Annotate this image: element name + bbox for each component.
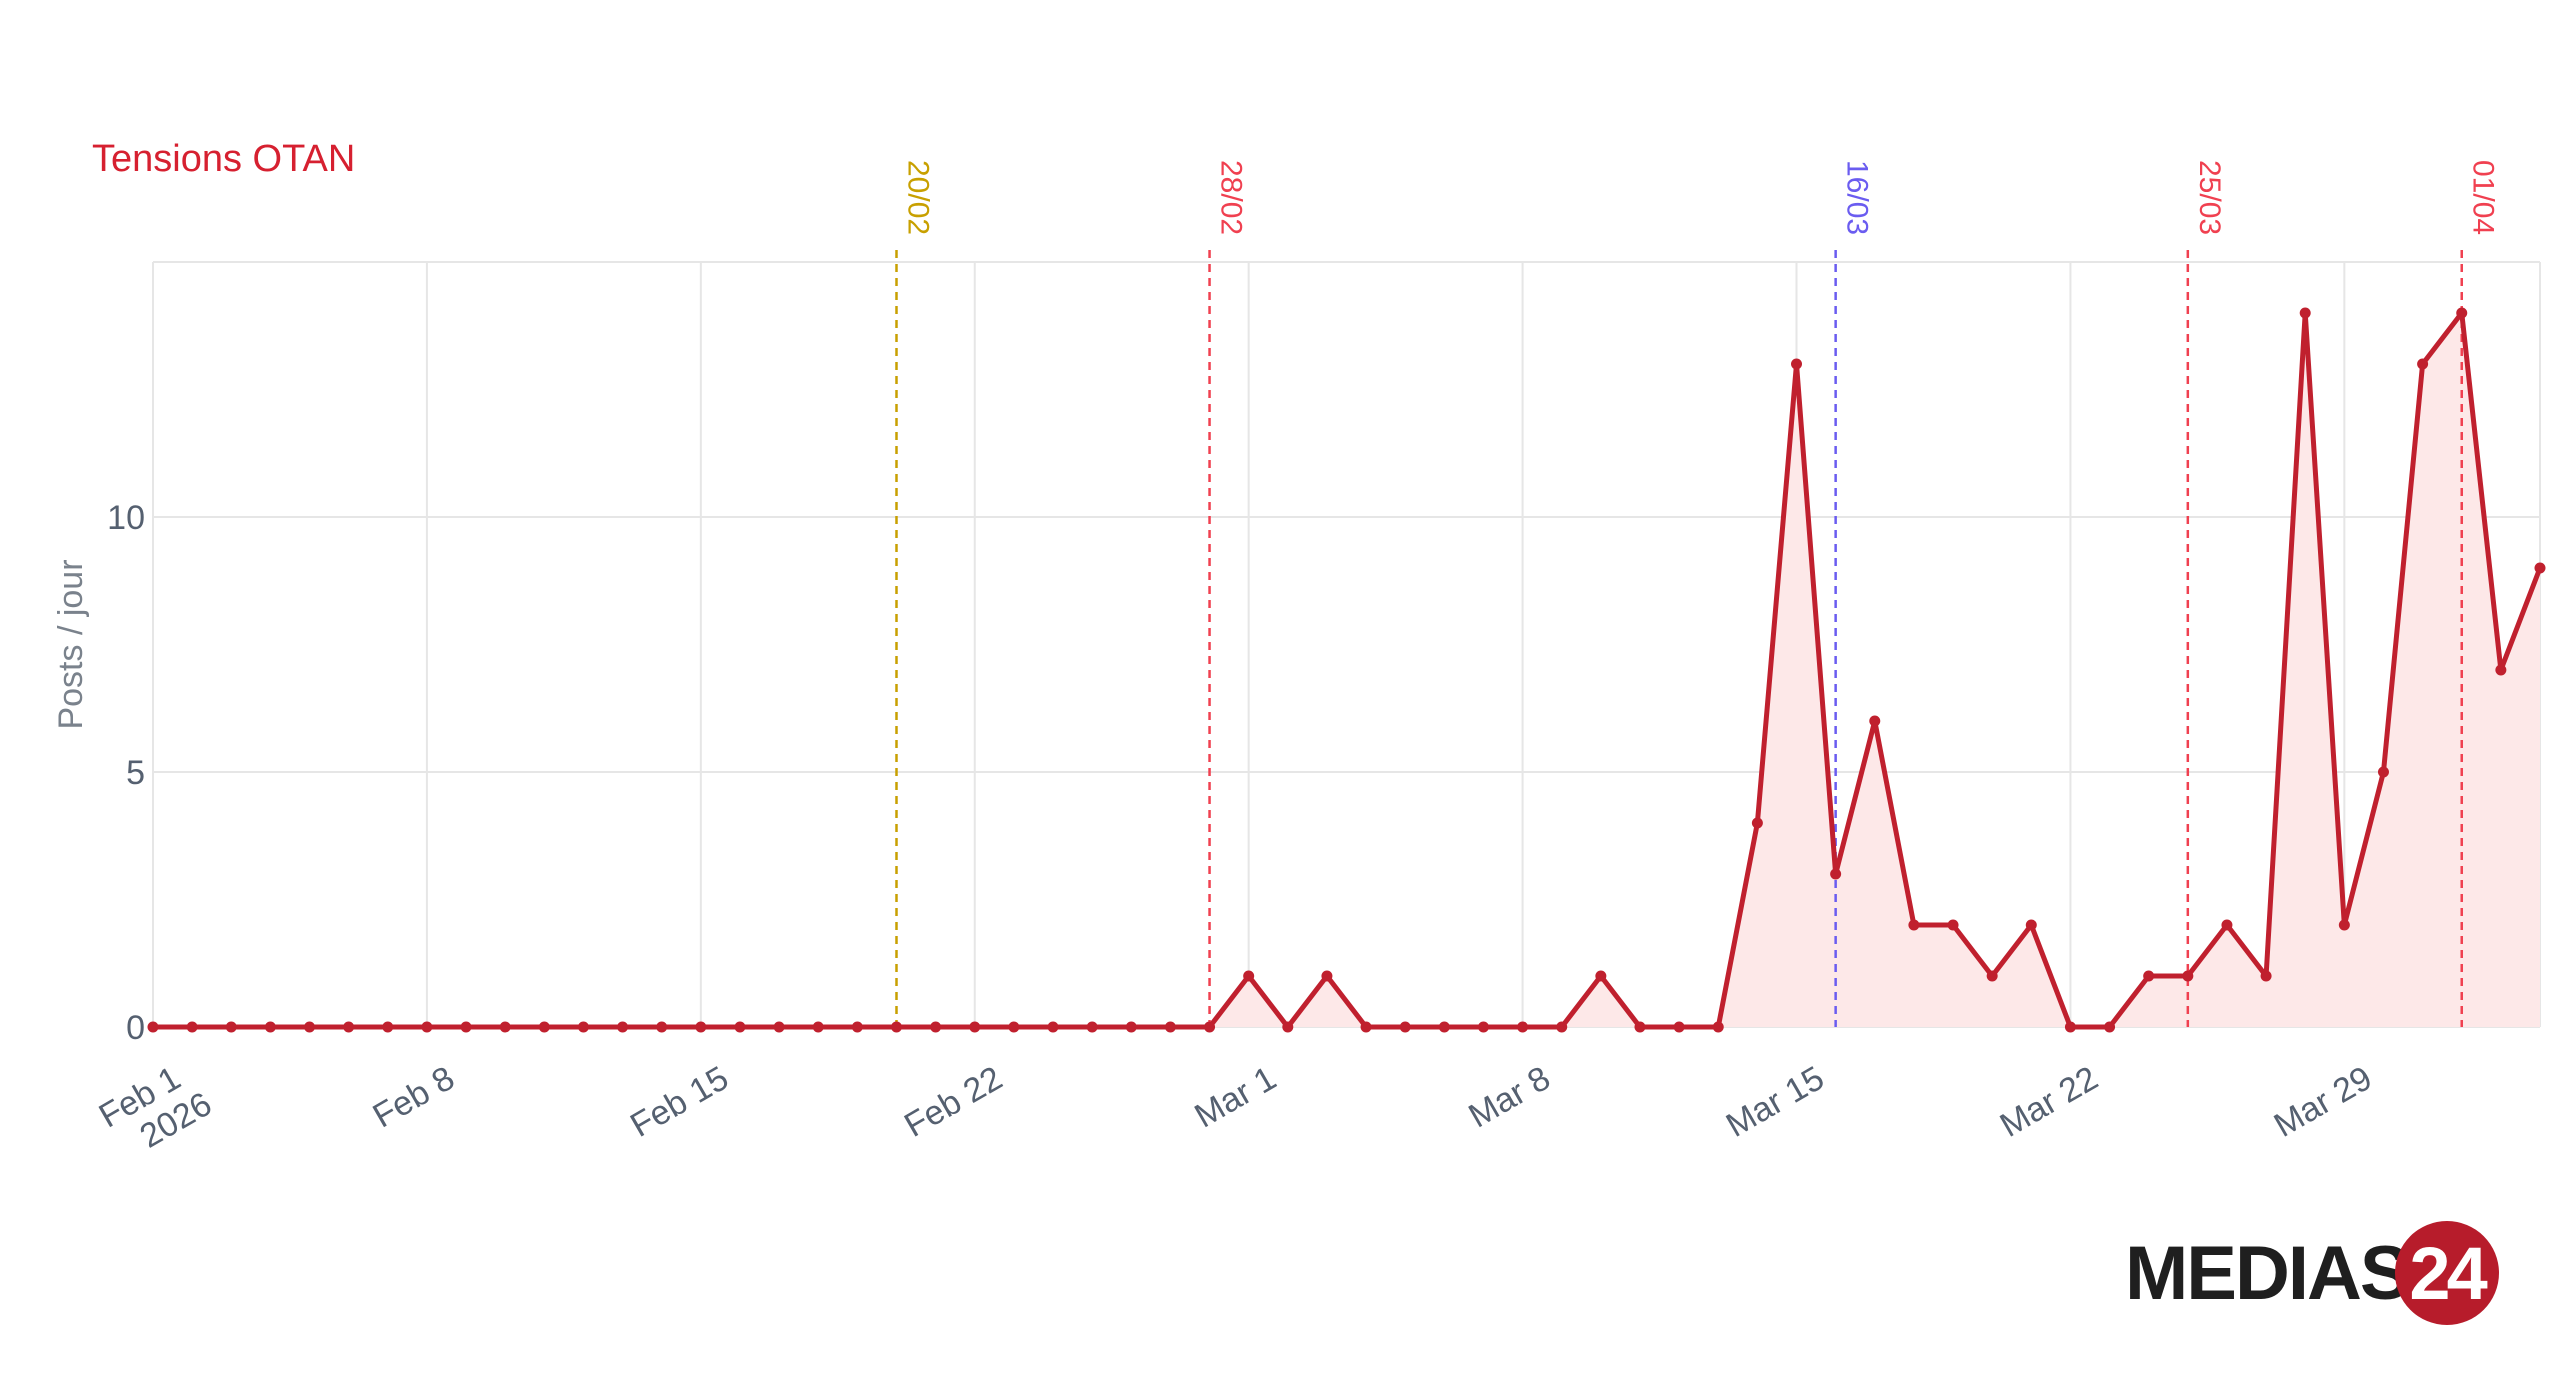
data-point (382, 1021, 394, 1033)
data-point (577, 1021, 589, 1033)
annotation-label: 28/02 (1215, 160, 1248, 235)
data-point (1751, 817, 1763, 829)
data-point (1008, 1021, 1020, 1033)
data-point (2221, 919, 2233, 931)
data-point (1908, 919, 1920, 931)
logo-circle: 24 (2394, 1221, 2499, 1325)
data-point (930, 1021, 942, 1033)
annotation-label: 20/02 (901, 160, 934, 235)
data-point (225, 1021, 237, 1033)
data-point (1438, 1021, 1450, 1033)
data-point (969, 1021, 981, 1033)
x-tick-label-group: Feb 22 (898, 1059, 1009, 1145)
y-tick-label: 10 (107, 499, 145, 537)
data-point (2495, 664, 2507, 676)
data-point (147, 1021, 159, 1033)
x-tick-label: Mar 1 (1188, 1059, 1282, 1135)
data-point (264, 1021, 276, 1033)
data-point (421, 1021, 433, 1033)
x-tick-label-group: Mar 1 (1188, 1059, 1282, 1135)
data-point (1634, 1021, 1646, 1033)
logo-text: MEDIAS (2125, 1230, 2411, 1316)
data-point (2064, 1021, 2076, 1033)
data-point (1164, 1021, 1176, 1033)
data-point (656, 1021, 668, 1033)
data-point (1869, 715, 1881, 727)
x-tick-label: Mar 29 (2268, 1059, 2379, 1145)
annotation-label: 01/04 (2467, 160, 2500, 235)
data-point (1399, 1021, 1411, 1033)
data-point (499, 1021, 511, 1033)
data-point (304, 1021, 316, 1033)
data-point (538, 1021, 550, 1033)
y-tick-label: 0 (126, 1009, 145, 1047)
data-point (2143, 970, 2155, 982)
data-point (1282, 1021, 1294, 1033)
data-point (1086, 1021, 1098, 1033)
y-tick-label: 5 (126, 754, 145, 792)
y-axis-label: Posts / jour (52, 559, 90, 729)
data-point (1986, 970, 1998, 982)
x-tick-label-group: Mar 22 (1994, 1059, 2105, 1145)
x-tick-label: Mar 22 (1994, 1059, 2105, 1145)
x-tick-label-group: Feb 15 (624, 1059, 735, 1145)
data-point (812, 1021, 824, 1033)
data-point (1477, 1021, 1489, 1033)
data-point (2377, 766, 2389, 778)
data-point (1360, 1021, 1372, 1033)
logo-number: 24 (2409, 1231, 2487, 1315)
series-area (153, 313, 2540, 1027)
data-point (1047, 1021, 1059, 1033)
data-point (2534, 562, 2546, 574)
data-point (890, 1021, 902, 1033)
data-point (2260, 970, 2272, 982)
data-point (2299, 307, 2311, 319)
data-point (851, 1021, 863, 1033)
data-point (1712, 1021, 1724, 1033)
series-title: Tensions OTAN (92, 138, 356, 180)
data-point (1204, 1021, 1216, 1033)
annotation-label: 25/03 (2193, 160, 2226, 235)
x-tick-label: Mar 15 (1720, 1059, 1831, 1145)
data-point (343, 1021, 355, 1033)
x-tick-label: Feb 8 (367, 1059, 461, 1135)
medias24-logo: MEDIAS 24 (2125, 1218, 2499, 1328)
data-point (2104, 1021, 2116, 1033)
data-point (1321, 970, 1333, 982)
data-point (460, 1021, 472, 1033)
data-point (773, 1021, 785, 1033)
data-point (1556, 1021, 1568, 1033)
x-tick-label-group: Mar 15 (1720, 1059, 1831, 1145)
data-point (617, 1021, 629, 1033)
data-point (734, 1021, 746, 1033)
data-point (1125, 1021, 1137, 1033)
data-point (1673, 1021, 1685, 1033)
data-point (2025, 919, 2037, 931)
data-point (2338, 919, 2350, 931)
data-point (1830, 868, 1842, 880)
x-tick-label-group: Feb 8 (367, 1059, 461, 1135)
data-point (186, 1021, 198, 1033)
data-point (2456, 307, 2468, 319)
data-point (2417, 358, 2429, 370)
data-point (1947, 919, 1959, 931)
x-tick-label-group: Mar 29 (2268, 1059, 2379, 1145)
data-point (1791, 358, 1803, 370)
data-point (1595, 970, 1607, 982)
x-tick-label-group: Mar 8 (1462, 1059, 1556, 1135)
series-line (153, 310, 2543, 1030)
data-point (1243, 970, 1255, 982)
x-tick-label: Feb 15 (624, 1059, 735, 1145)
x-tick-label: Mar 8 (1462, 1059, 1556, 1135)
data-point (695, 1021, 707, 1033)
x-tick-label: Feb 22 (898, 1059, 1009, 1145)
data-point (1517, 1021, 1529, 1033)
annotation-label: 16/03 (1841, 160, 1874, 235)
data-point (2182, 970, 2194, 982)
